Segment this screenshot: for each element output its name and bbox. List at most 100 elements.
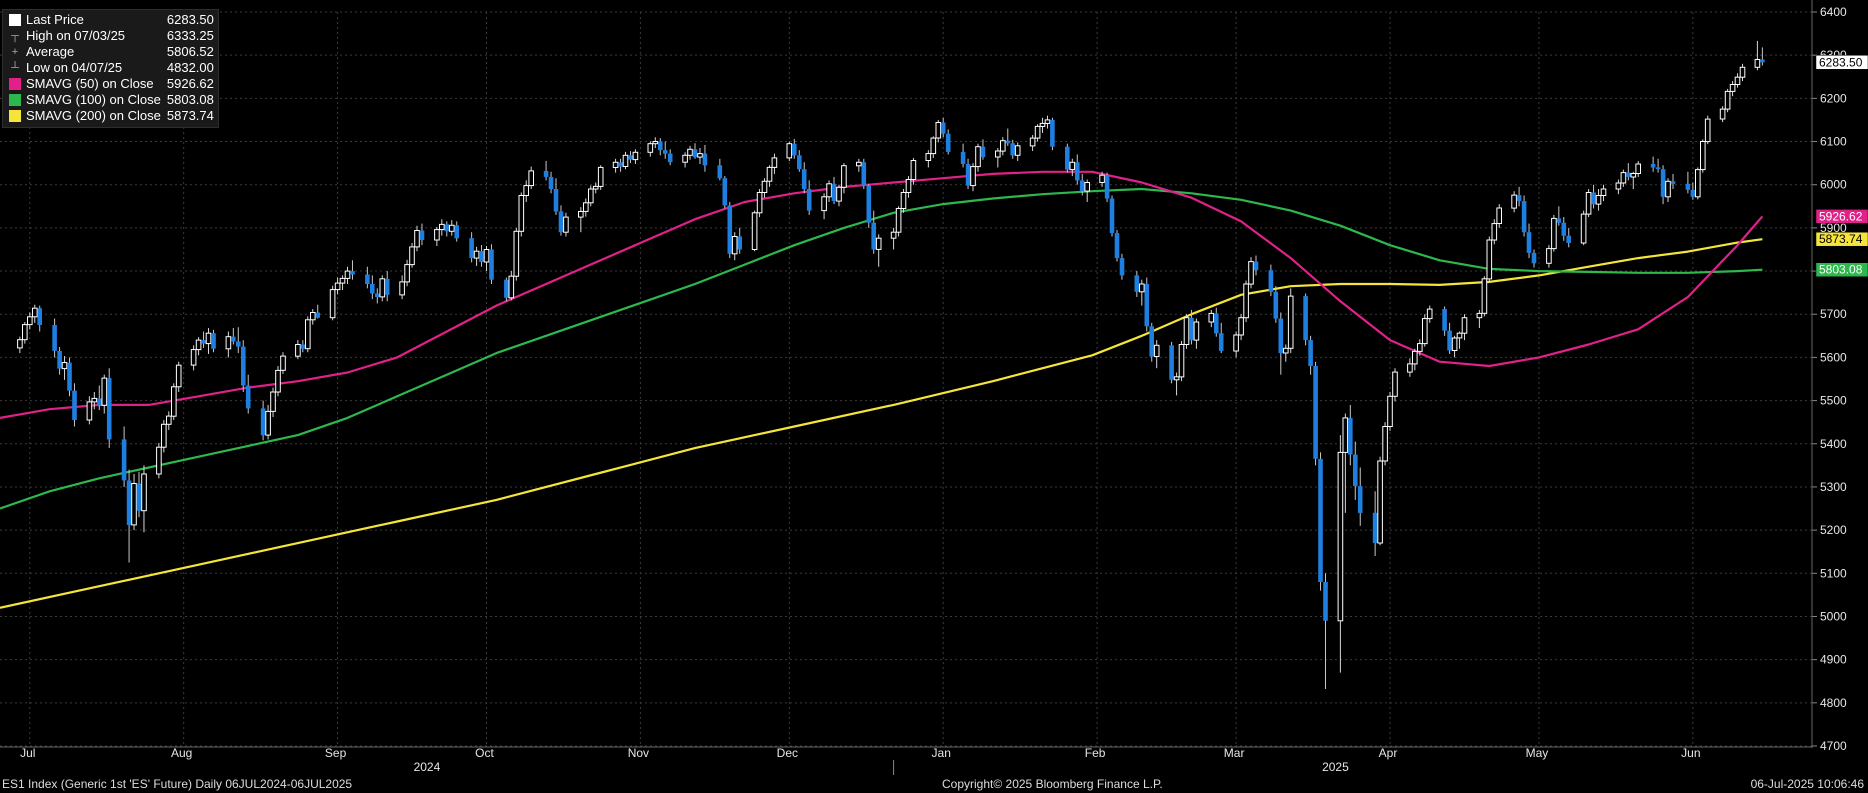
candle-up — [1417, 343, 1423, 352]
candle-down — [1447, 330, 1452, 351]
candle-up — [61, 362, 68, 370]
candle-up — [1099, 174, 1105, 183]
candle-up — [1069, 161, 1076, 171]
candle-up — [1392, 371, 1398, 397]
candle-up — [632, 151, 639, 161]
candle-down — [667, 153, 673, 163]
candle-down — [52, 325, 57, 351]
gridlines — [0, 11, 1812, 747]
legend-swatch — [9, 14, 21, 26]
candle-down — [469, 238, 474, 259]
candle-down — [1323, 581, 1328, 621]
y-tick-label: 5500 — [1820, 394, 1847, 408]
candle-up — [647, 143, 654, 153]
candle-up — [761, 180, 768, 194]
candle-up — [101, 377, 108, 406]
candle-up — [32, 307, 38, 318]
candle-up — [1719, 108, 1726, 120]
candle-down — [1149, 326, 1154, 357]
candle-up — [1729, 84, 1736, 92]
candle-up — [334, 282, 341, 291]
candle-down — [1144, 284, 1150, 327]
candle-down — [444, 224, 450, 232]
candle-down — [241, 346, 246, 386]
candle-down — [126, 480, 132, 525]
candle-down — [1010, 143, 1015, 156]
y-tick-label: 5300 — [1820, 480, 1847, 494]
candle-up — [1456, 332, 1463, 339]
candle-up — [305, 319, 311, 350]
candle-up — [563, 216, 569, 233]
candle-up — [344, 270, 351, 279]
candle-down — [1353, 454, 1358, 487]
candle-down — [97, 398, 102, 406]
candle-down — [692, 149, 698, 158]
candle-up — [583, 202, 589, 212]
candle-down — [1372, 512, 1378, 543]
sma50-line — [0, 170, 1764, 419]
candle-up — [890, 231, 897, 239]
candle-up — [1000, 140, 1006, 152]
legend-label: SMAVG (50) on Close — [26, 76, 154, 91]
y-tick-label: 6200 — [1820, 91, 1847, 105]
x-month-label: Nov — [628, 746, 649, 760]
candle-up — [1635, 163, 1642, 174]
candle-up — [1754, 59, 1761, 68]
candle-up — [895, 208, 902, 233]
x-month-label: Apr — [1379, 746, 1398, 760]
candle-up — [771, 157, 778, 168]
candle-down — [1442, 309, 1447, 331]
candle-up — [1084, 182, 1091, 192]
candle-down — [792, 143, 797, 156]
candle-up — [1580, 213, 1587, 244]
candle-down — [1104, 175, 1110, 199]
legend-label: Low on 04/07/25 — [26, 60, 123, 75]
candle-up — [1700, 141, 1706, 171]
candle-down — [1109, 198, 1115, 233]
candle-up — [166, 415, 172, 425]
y-tick-label: 5200 — [1820, 523, 1847, 537]
x-year-label: 2024 — [414, 760, 441, 774]
candle-down — [260, 408, 266, 436]
candle-up — [875, 237, 882, 250]
legend-label: Last Price — [26, 12, 84, 27]
legend: Last Price 6283.50 ┬ High on 07/03/25 6333.2… — [2, 9, 219, 128]
candle-up — [612, 161, 619, 169]
candle-down — [658, 141, 663, 151]
candle-down — [940, 122, 946, 134]
candle-up — [1422, 318, 1428, 345]
candle-down — [866, 185, 872, 223]
candle-up — [682, 154, 688, 163]
candle-down — [662, 150, 668, 154]
candle-down — [1556, 218, 1562, 223]
candle-up — [17, 339, 23, 349]
candle-down — [553, 189, 559, 212]
candle-up — [836, 186, 842, 202]
candle-down — [1075, 162, 1080, 181]
legend-label: SMAVG (100) on Close — [26, 92, 161, 107]
candle-up — [622, 154, 629, 168]
candle-up — [1029, 137, 1036, 147]
candle-down — [1561, 222, 1567, 236]
candle-down — [1253, 261, 1259, 271]
legend-value: 5926.62 — [166, 76, 214, 91]
high-marker-icon: ┬ — [11, 30, 19, 42]
footer-security-description: ES1 Index (Generic 1st 'ES' Future) Dail… — [2, 777, 353, 791]
candle-down — [1005, 140, 1011, 144]
legend-value: 6333.25 — [166, 28, 214, 43]
candle-down — [806, 189, 812, 211]
candle-up — [523, 185, 530, 197]
candle-up — [449, 224, 455, 232]
x-month-label: Feb — [1085, 746, 1106, 760]
last-price-label-text: 6283.50 — [1819, 55, 1863, 69]
candle-up — [190, 349, 197, 366]
x-month-label: Oct — [475, 746, 494, 760]
candle-up — [1486, 239, 1493, 280]
legend-value: 5873.74 — [166, 108, 214, 123]
legend-value: 5803.08 — [166, 92, 214, 107]
candle-up — [414, 230, 420, 248]
candle-down — [384, 278, 390, 295]
candle-up — [528, 170, 535, 187]
candle-up — [1183, 317, 1190, 346]
